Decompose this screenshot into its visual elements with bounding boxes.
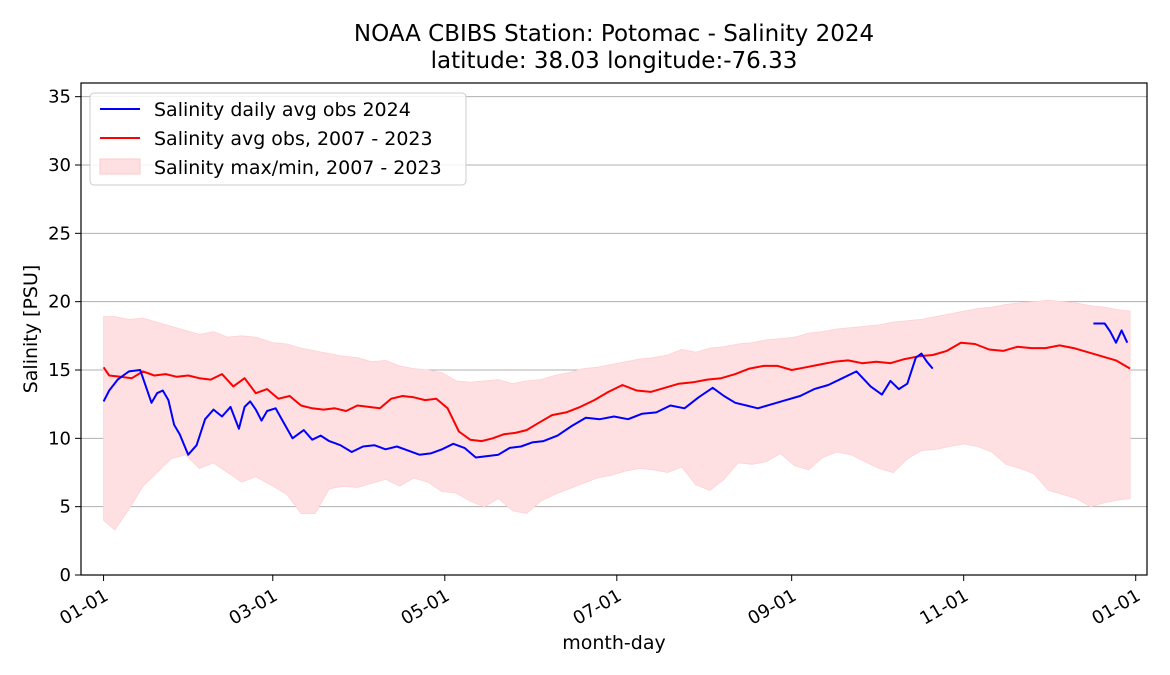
y-axis-ticks: 0 5 10 15 20 25 30 35 (48, 87, 81, 586)
plot-frame (80, 82, 1148, 576)
y-tick-label: 30 (48, 155, 71, 176)
maxmin-band-area (103, 299, 1131, 531)
legend-swatch-maxmin (99, 158, 141, 175)
y-tick-label: 35 (48, 87, 71, 108)
y-tick-label: 25 (48, 223, 71, 244)
maxmin-band (103, 299, 1131, 531)
x-axis-label: month-day (562, 632, 665, 654)
obs-2024-line (1093, 322, 1129, 344)
y-tick-label: 0 (60, 565, 71, 586)
avg-obs-line (102, 341, 1131, 443)
series-lines (102, 322, 1131, 459)
chart-title: NOAA CBIBS Station: Potomac - Salinity 2… (354, 21, 874, 47)
legend-label-obs-2024: Salinity daily avg obs 2024 (154, 99, 411, 121)
legend-box (89, 92, 467, 186)
obs-2024-line (102, 352, 934, 459)
y-tick-label: 10 (48, 428, 71, 449)
y-axis-label: Salinity [PSU] (20, 265, 42, 394)
y-tick-label: 5 (60, 497, 71, 518)
chart-subtitle: latitude: 38.03 longitude:-76.33 (431, 48, 798, 74)
y-tick-label: 15 (48, 360, 71, 381)
legend-label-maxmin: Salinity max/min, 2007 - 2023 (154, 157, 442, 179)
legend-label-avg-obs: Salinity avg obs, 2007 - 2023 (154, 128, 433, 150)
legend: Salinity daily avg obs 2024 Salinity avg… (89, 92, 467, 186)
y-tick-label: 20 (48, 292, 71, 313)
